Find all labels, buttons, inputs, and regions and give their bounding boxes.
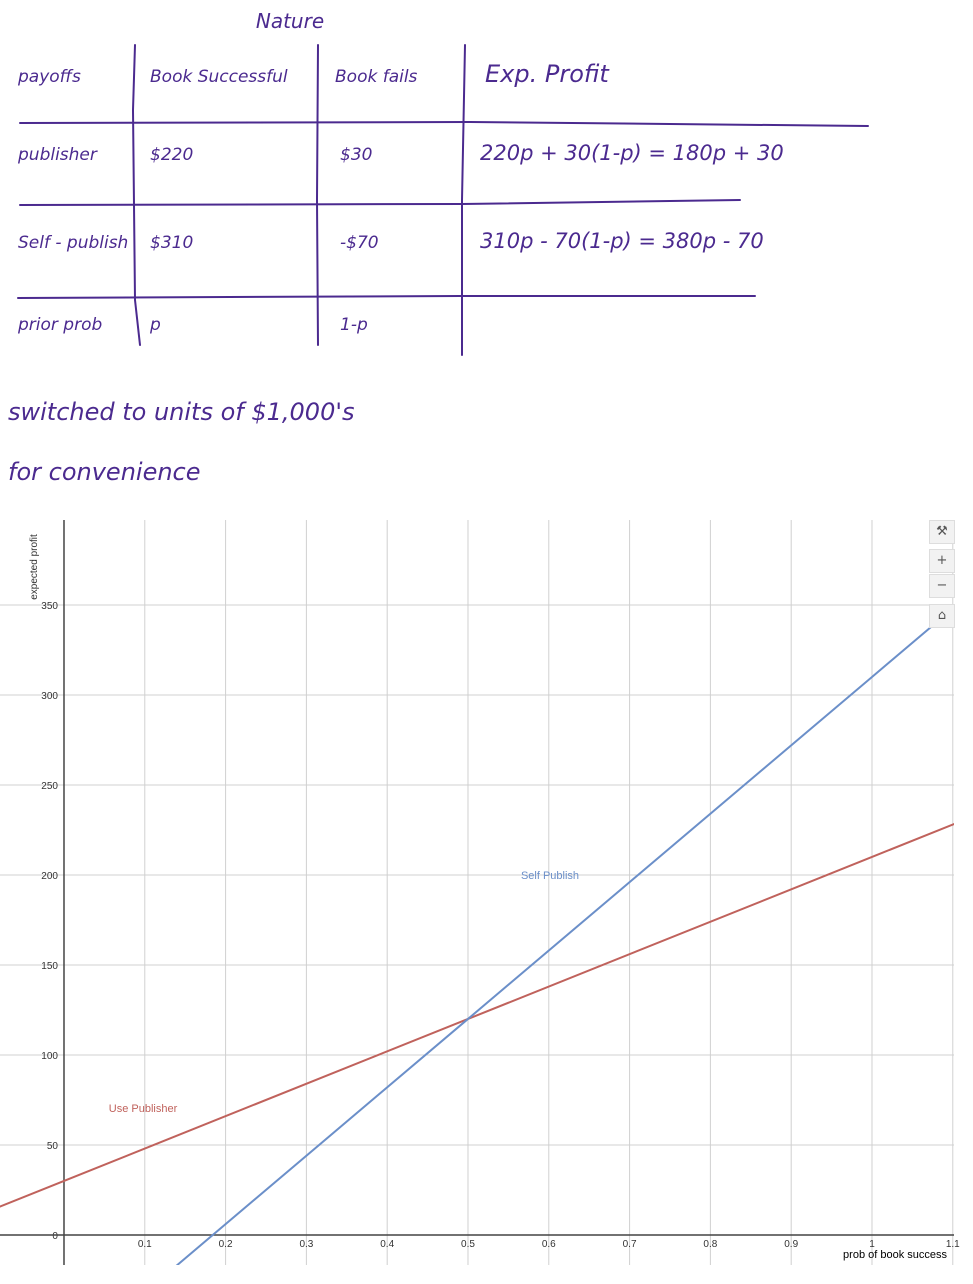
table-cell: 310p - 70(1-p) = 380p - 70 — [480, 229, 764, 253]
annotation: Use Publisher — [109, 1103, 178, 1115]
x-tick-label: 1 — [869, 1239, 875, 1250]
series-line — [175, 606, 954, 1265]
y-tick-label: 150 — [41, 961, 58, 972]
column-header: Book Successful — [150, 67, 288, 87]
x-tick-label: 0.9 — [784, 1239, 798, 1250]
chart: 0 50 100 150 200 250 300 350 0.1 0.2 0.3 0.4 0.5 0.6 0… — [0, 520, 960, 1265]
y-tick-label: 250 — [41, 781, 58, 792]
x-tick-label: 0.8 — [703, 1239, 717, 1250]
row-header: Self - publish — [18, 233, 128, 253]
y-tick-label: 200 — [41, 871, 58, 882]
note: switched to units of $1,000's — [8, 398, 354, 426]
x-tick-label: 0.5 — [461, 1239, 475, 1250]
table-cell: 1-p — [340, 315, 368, 335]
zoom-in-button[interactable]: + — [929, 549, 955, 573]
nature-title: Nature — [256, 9, 324, 33]
y-tick-label: 0 — [52, 1231, 58, 1242]
zoom-out-button[interactable]: − — [929, 574, 955, 598]
y-tick-label: 300 — [41, 691, 58, 702]
column-header: Exp. Profit — [485, 60, 610, 88]
row-header: publisher — [17, 145, 98, 165]
x-tick-label: 1.1 — [946, 1239, 960, 1250]
x-axis-label: prob of book success — [843, 1249, 947, 1261]
x-tick-label: 0.6 — [542, 1239, 556, 1250]
row-line — [17, 295, 756, 299]
table-cell: $220 — [150, 145, 193, 165]
y-tick-label: 50 — [47, 1141, 59, 1152]
table-cell: p — [149, 315, 161, 335]
table-cell: -$70 — [340, 233, 379, 253]
settings-button[interactable]: ⚒ — [929, 520, 955, 544]
x-tick-label: 0.1 — [138, 1239, 152, 1250]
column-line — [131, 44, 141, 346]
note: for convenience — [8, 458, 201, 486]
table-cell: $310 — [150, 233, 193, 253]
x-tick-label: 0.2 — [219, 1239, 233, 1250]
y-tick-label: 100 — [41, 1051, 58, 1062]
x-tick-label: 0.7 — [623, 1239, 637, 1250]
table-cell: 220p + 30(1-p) = 180p + 30 — [480, 141, 784, 165]
y-axis-label: expected profit — [29, 534, 40, 600]
annotation: Self Publish — [521, 870, 579, 882]
column-header: Book fails — [335, 67, 418, 87]
row-line — [19, 120, 869, 127]
row-header: prior prob — [17, 315, 102, 335]
plot-area — [0, 520, 954, 1265]
y-tick-label: 350 — [41, 601, 58, 612]
x-tick-label: 0.4 — [380, 1239, 394, 1250]
column-header: payoffs — [17, 67, 81, 87]
column-line — [461, 44, 466, 356]
column-line — [315, 44, 319, 346]
home-button[interactable]: ⌂ — [929, 604, 955, 628]
x-tick-label: 0.3 — [299, 1239, 313, 1250]
table-cell: $30 — [340, 145, 372, 165]
row-line — [19, 199, 741, 206]
handwritten-table: Nature payoffs Book Successful Book fails E… — [8, 9, 869, 486]
